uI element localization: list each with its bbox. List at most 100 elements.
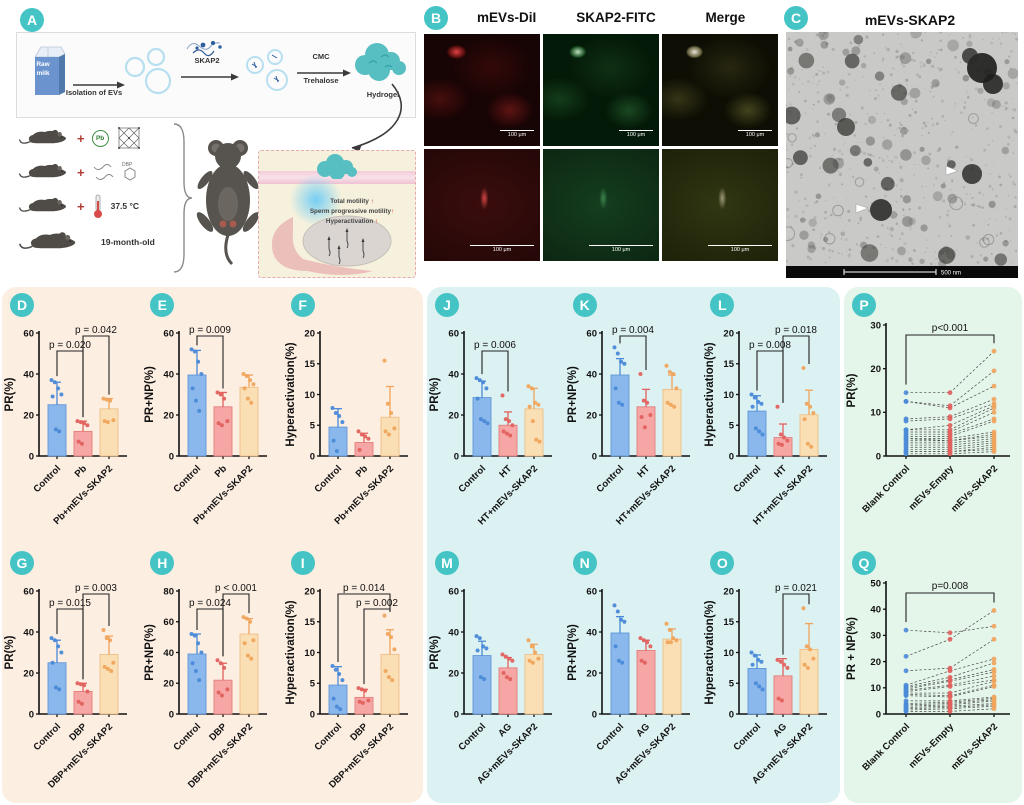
hydrogel-label: Hydrogel bbox=[366, 90, 400, 99]
svg-text:Pb: Pb bbox=[73, 463, 90, 480]
svg-text:PR+NP(%): PR+NP(%) bbox=[144, 624, 156, 681]
svg-text:0: 0 bbox=[729, 451, 734, 462]
chart-Q: 0 10 20 30 40 50 PR + NP(%) Blank ControlmEVs-E… bbox=[846, 578, 1010, 773]
panel-b-fluorescence: B mEVs-DiI SKAP2-FITC Merge 100 μm 100 μ… bbox=[424, 4, 780, 284]
image-merge-top: 100 μm bbox=[662, 34, 778, 146]
svg-text:Pb: Pb bbox=[213, 463, 230, 480]
panel-label-j: J bbox=[435, 293, 459, 317]
panel-label-c: C bbox=[784, 6, 808, 30]
svg-text:Hyperactivation(%): Hyperactivation(%) bbox=[285, 342, 297, 446]
svg-text:DBP: DBP bbox=[67, 721, 89, 743]
svg-text:5: 5 bbox=[309, 421, 315, 432]
svg-text:60: 60 bbox=[164, 328, 175, 339]
svg-text:40: 40 bbox=[448, 627, 459, 638]
svg-text:20: 20 bbox=[448, 410, 459, 421]
svg-text:Control: Control bbox=[312, 463, 344, 495]
milk-label-line1: Raw bbox=[36, 61, 50, 68]
svg-text:DBP: DBP bbox=[207, 721, 229, 743]
svg-text:DBP: DBP bbox=[348, 721, 370, 743]
svg-text:Hyperactivation(%): Hyperactivation(%) bbox=[704, 600, 716, 704]
svg-text:60: 60 bbox=[586, 328, 597, 339]
svg-text:PR+NP(%): PR+NP(%) bbox=[567, 366, 579, 423]
scale-bar: 100 μm bbox=[500, 130, 534, 138]
panel-label-g: G bbox=[10, 551, 34, 575]
plus-sign: + bbox=[77, 198, 85, 214]
svg-text:40: 40 bbox=[23, 627, 34, 638]
svg-text:0: 0 bbox=[309, 451, 314, 462]
panel-M: M 0 20 40 60 PR(%) Control AG AG+mEVs-SKAP2 bbox=[427, 545, 565, 803]
scale-bar: 100 μm bbox=[619, 130, 653, 138]
svg-text:15: 15 bbox=[304, 617, 315, 628]
panel-label-k: K bbox=[572, 293, 597, 317]
svg-text:PR(%): PR(%) bbox=[429, 377, 441, 411]
image-dii-bottom: 100 μm bbox=[424, 149, 540, 261]
up-arrow: ↑ bbox=[374, 217, 379, 225]
panel-K: K 0 20 40 60 PR+NP(%) Control HT HT+mEVs-SKAP2 p … bbox=[565, 287, 703, 545]
panel-label-l: L bbox=[710, 293, 735, 317]
panel-F: F 0 5 10 15 20 Hyperactivation(%) Control Pb Pb+m… bbox=[283, 287, 423, 545]
plus-sign: + bbox=[77, 130, 85, 146]
image-fitc-top: 100 μm bbox=[543, 34, 659, 146]
svg-text:60: 60 bbox=[586, 586, 597, 597]
svg-text:p = 0.015: p = 0.015 bbox=[49, 598, 91, 609]
dbp-molecule-icon: DBP bbox=[93, 162, 136, 181]
svg-text:Hyperactivation(%): Hyperactivation(%) bbox=[704, 342, 716, 446]
svg-text:20: 20 bbox=[724, 586, 735, 597]
svg-text:0: 0 bbox=[876, 709, 881, 720]
mouse-icon bbox=[18, 160, 70, 184]
application-inset: Total motility ↑ Sperm progressive motil… bbox=[258, 150, 416, 278]
svg-text:0: 0 bbox=[591, 451, 596, 462]
svg-text:0: 0 bbox=[729, 709, 734, 720]
mouse-icon bbox=[18, 228, 80, 256]
tem-dark-cluster bbox=[837, 48, 1003, 221]
panel-label-o: O bbox=[710, 551, 735, 575]
testis-icon bbox=[271, 215, 392, 275]
ev-loaded-circles-icon bbox=[246, 49, 288, 91]
svg-text:0: 0 bbox=[169, 451, 174, 462]
hydrogel-icon bbox=[355, 43, 406, 81]
svg-text:HT: HT bbox=[773, 463, 790, 480]
svg-text:60: 60 bbox=[164, 617, 175, 628]
svg-text:0: 0 bbox=[169, 709, 174, 720]
step-trehalose-label: Trehalose bbox=[303, 76, 339, 85]
svg-text:40: 40 bbox=[164, 369, 175, 380]
panel-label-e: E bbox=[150, 293, 175, 317]
svg-text:p<0.001: p<0.001 bbox=[932, 323, 969, 334]
step-skap2-label: SKAP2 bbox=[194, 56, 220, 65]
tem-scale-bar: 500 nm bbox=[941, 271, 961, 277]
fluorescence-headers: mEVs-DiI SKAP2-FITC Merge bbox=[452, 10, 780, 25]
panel-label-n: N bbox=[572, 551, 597, 575]
scale-bar: 100 μm bbox=[738, 130, 772, 138]
svg-text:p = 0.002: p = 0.002 bbox=[356, 598, 398, 609]
hydrogel-on-skin-icon bbox=[317, 154, 357, 179]
svg-text:5: 5 bbox=[729, 679, 735, 690]
svg-text:20: 20 bbox=[164, 410, 175, 421]
svg-text:20: 20 bbox=[23, 668, 34, 679]
svg-text:30: 30 bbox=[870, 320, 881, 331]
panel-label-m: M bbox=[435, 551, 459, 575]
svg-text:p = 0.042: p = 0.042 bbox=[75, 325, 117, 336]
svg-text:Control: Control bbox=[594, 463, 626, 495]
image-fitc-bottom: 100 μm bbox=[543, 149, 659, 261]
svg-text:10: 10 bbox=[304, 648, 315, 659]
flow-artwork bbox=[73, 40, 406, 95]
svg-text:5: 5 bbox=[309, 679, 315, 690]
svg-text:15: 15 bbox=[724, 617, 735, 628]
svg-text:mEVs-SKAP2: mEVs-SKAP2 bbox=[949, 721, 1000, 772]
scale-bar: 100 μm bbox=[589, 245, 653, 253]
panel-I: I 0 5 10 15 20 Hyperactivation(%) Control DBP DBP… bbox=[283, 545, 423, 803]
image-dii-top: 100 μm bbox=[424, 34, 540, 146]
heat-label: 37.5 °C bbox=[110, 201, 140, 211]
svg-text:Control: Control bbox=[172, 721, 204, 753]
svg-text:Control: Control bbox=[594, 721, 626, 753]
svg-text:Pb: Pb bbox=[353, 463, 370, 480]
mouse-icon bbox=[18, 126, 70, 150]
svg-text:20: 20 bbox=[870, 364, 881, 375]
